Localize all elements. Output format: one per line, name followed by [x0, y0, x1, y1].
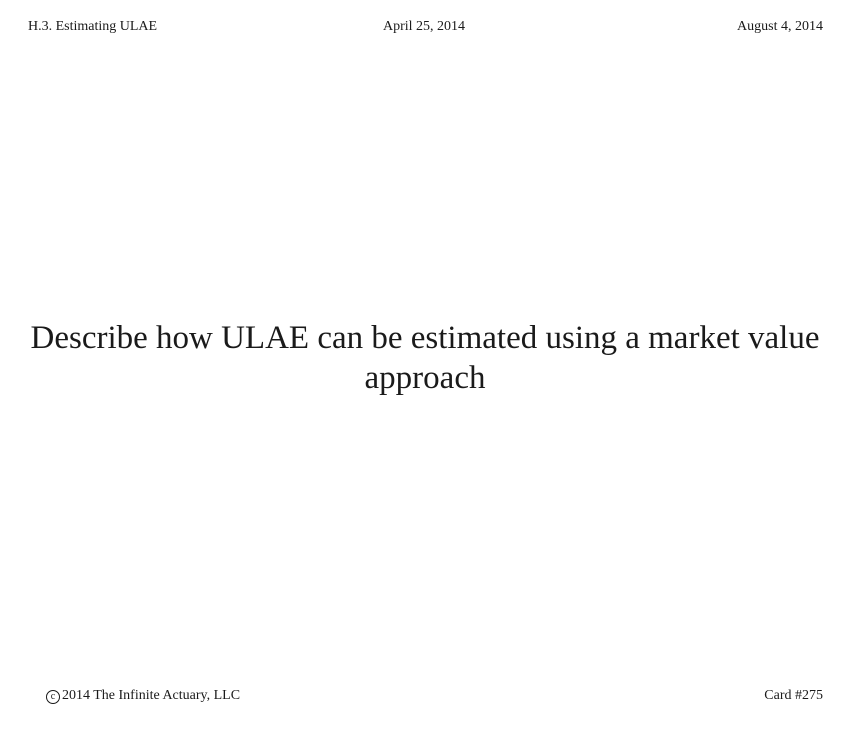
copyright-icon: c [46, 690, 60, 704]
updated-date: August 4, 2014 [737, 19, 823, 34]
card-number: Card #275 [764, 688, 823, 703]
flashcard-question: Describe how ULAE can be estimated using… [30, 320, 820, 396]
copyright-notice: c 2014 The Infinite Actuary, LLC [46, 687, 240, 705]
section-title: H.3. Estimating ULAE [28, 19, 158, 34]
copyright-text: 2014 The Infinite Actuary, LLC [62, 688, 241, 703]
created-date: April 25, 2014 [383, 19, 466, 34]
